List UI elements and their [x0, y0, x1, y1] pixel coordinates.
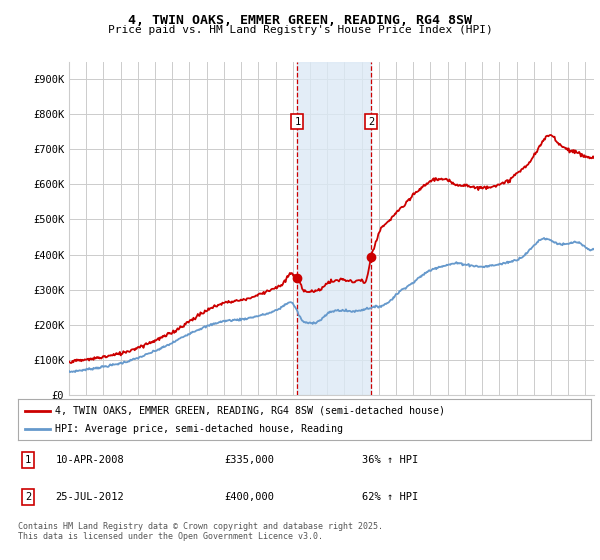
Text: Contains HM Land Registry data © Crown copyright and database right 2025.
This d: Contains HM Land Registry data © Crown c…: [18, 522, 383, 542]
Text: £400,000: £400,000: [224, 492, 274, 502]
Text: 2: 2: [368, 116, 374, 127]
Text: 1: 1: [25, 455, 31, 465]
Bar: [298, 62, 371, 395]
Text: Price paid vs. HM Land Registry's House Price Index (HPI): Price paid vs. HM Land Registry's House …: [107, 25, 493, 35]
Text: 10-APR-2008: 10-APR-2008: [55, 455, 124, 465]
Text: 4, TWIN OAKS, EMMER GREEN, READING, RG4 8SW: 4, TWIN OAKS, EMMER GREEN, READING, RG4 …: [128, 14, 472, 27]
Text: 36% ↑ HPI: 36% ↑ HPI: [362, 455, 418, 465]
Text: 62% ↑ HPI: 62% ↑ HPI: [362, 492, 418, 502]
Text: 2: 2: [25, 492, 31, 502]
Text: HPI: Average price, semi-detached house, Reading: HPI: Average price, semi-detached house,…: [55, 424, 343, 434]
Text: 4, TWIN OAKS, EMMER GREEN, READING, RG4 8SW (semi-detached house): 4, TWIN OAKS, EMMER GREEN, READING, RG4 …: [55, 405, 445, 416]
Text: £335,000: £335,000: [224, 455, 274, 465]
Text: 25-JUL-2012: 25-JUL-2012: [55, 492, 124, 502]
Text: 1: 1: [294, 116, 301, 127]
